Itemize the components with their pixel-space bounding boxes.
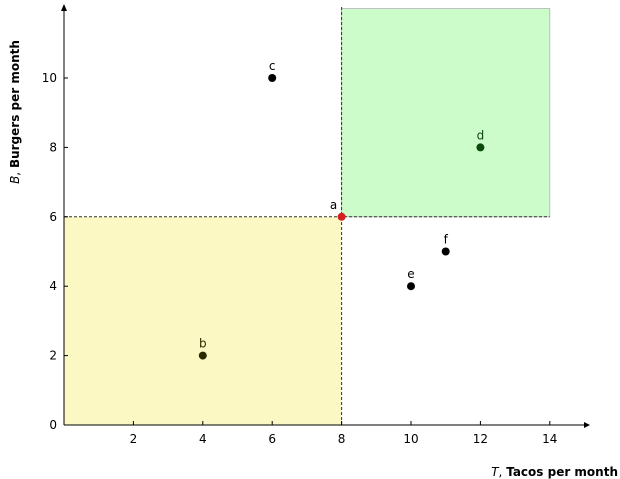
- point-d: [476, 143, 485, 152]
- x-axis-arrow: [584, 422, 590, 428]
- x-tick-label: 14: [542, 432, 557, 446]
- y-axis-label: Burgers per month: [8, 40, 22, 168]
- reference-lines: [64, 7, 550, 425]
- y-tick-label: 6: [49, 210, 57, 224]
- x-ticks: 2 4 6 8 10 12 14: [130, 421, 557, 446]
- shaded-regions: [64, 8, 551, 425]
- x-tick-label: 12: [473, 432, 488, 446]
- x-axis-label: Tacos per month: [506, 465, 618, 479]
- point-label-c: c: [269, 59, 276, 73]
- y-axis-arrow: [61, 4, 67, 11]
- y-ticks: 0 2 4 6 8 10: [42, 71, 68, 432]
- x-tick-label: 10: [403, 432, 418, 446]
- y-axis-symbol: B: [8, 176, 22, 184]
- x-tick-label: 2: [130, 432, 138, 446]
- y-tick-label: 8: [49, 140, 57, 154]
- region-worse: [64, 216, 342, 425]
- x-axis-symbol: T: [491, 465, 500, 479]
- y-tick-label: 0: [49, 418, 57, 432]
- point-b: [198, 351, 207, 360]
- point-e: [407, 282, 415, 291]
- y-tick-label: 4: [49, 279, 57, 293]
- point-label-e: e: [407, 267, 414, 281]
- y-axis-title: B, Burgers per month: [8, 40, 22, 184]
- point-c: [268, 74, 277, 82]
- x-tick-label: 8: [338, 432, 346, 446]
- point-label-d: d: [477, 128, 485, 142]
- y-tick-label: 2: [49, 349, 57, 363]
- y-tick-label: 10: [42, 71, 57, 85]
- x-axis-title: T, Tacos per month: [491, 465, 618, 479]
- point-a: [337, 212, 346, 221]
- x-tick-label: 4: [199, 432, 207, 446]
- point-label-a: a: [330, 198, 337, 212]
- point-label-f: f: [444, 233, 449, 247]
- data-points: a b c d e f: [198, 59, 485, 360]
- point-f: [441, 247, 450, 256]
- region-better: [341, 8, 551, 218]
- point-label-b: b: [199, 337, 207, 351]
- x-tick-label: 6: [268, 432, 276, 446]
